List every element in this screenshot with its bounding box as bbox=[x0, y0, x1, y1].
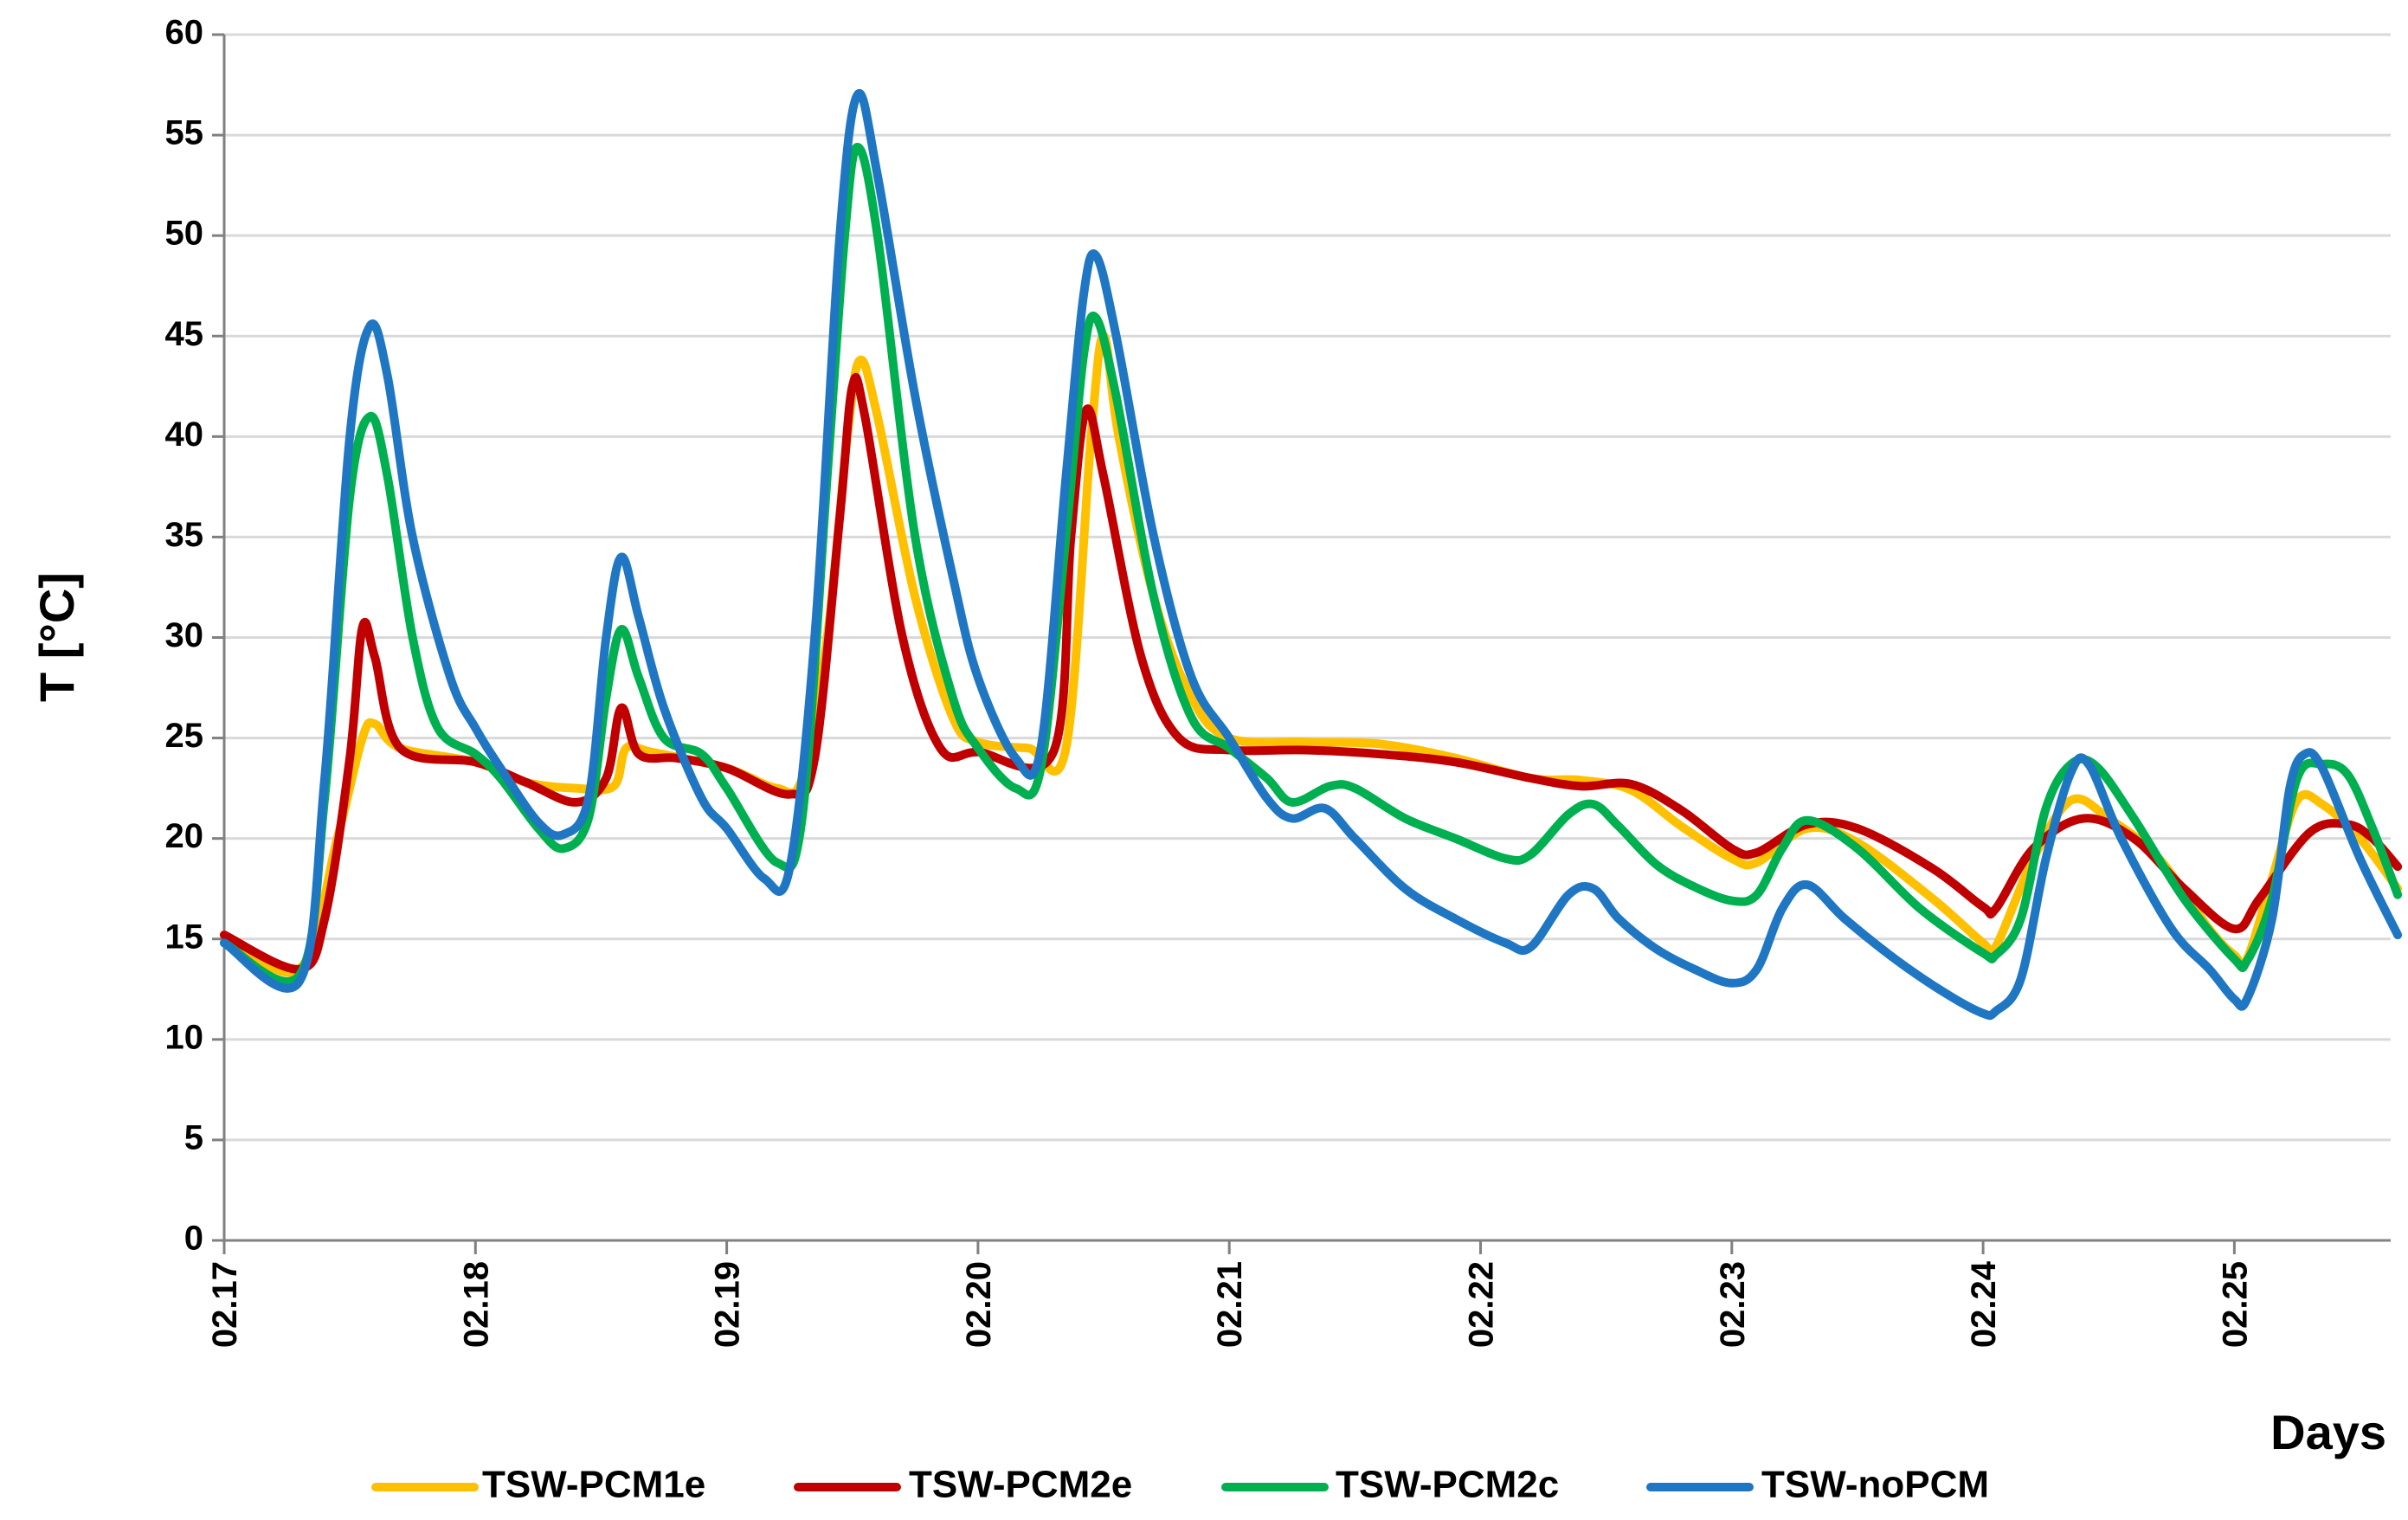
x-tick-label: 02.25 bbox=[2216, 1261, 2254, 1348]
x-tick-label: 02.19 bbox=[709, 1261, 747, 1348]
y-tick-label: 5 bbox=[184, 1118, 203, 1156]
y-tick-label: 15 bbox=[165, 918, 204, 956]
y-tick-label: 35 bbox=[165, 516, 204, 554]
legend-label-tsw-pcm1e: TSW-PCM1e bbox=[482, 1464, 705, 1506]
legend-label-tsw-pcm2c: TSW-PCM2c bbox=[1336, 1464, 1559, 1506]
series-line-tsw-pcm1e bbox=[220, 332, 2403, 977]
y-tick-labels: 0 5 10 15 20 25 30 35 40 45 50 55 60 bbox=[165, 14, 224, 1258]
x-axis-title: Days bbox=[2270, 1405, 2386, 1459]
series-line-tsw-pcm2c bbox=[220, 143, 2403, 986]
legend-label-tsw-pcm2e: TSW-PCM2e bbox=[909, 1464, 1132, 1506]
y-tick-label: 30 bbox=[165, 616, 204, 654]
y-tick-label: 25 bbox=[165, 717, 204, 755]
y-tick-label: 40 bbox=[165, 415, 204, 454]
y-tick-label: 10 bbox=[165, 1018, 204, 1056]
x-tick-label: 02.21 bbox=[1211, 1261, 1249, 1348]
y-tick-label: 20 bbox=[165, 817, 204, 855]
legend-label-tsw-nopcm: TSW-noPCM bbox=[1761, 1464, 1989, 1506]
y-tick-label: 55 bbox=[165, 114, 204, 152]
y-tick-label: 45 bbox=[165, 315, 204, 353]
y-tick-label: 0 bbox=[184, 1220, 203, 1258]
y-tick-label: 50 bbox=[165, 215, 204, 253]
x-tick-label: 02.18 bbox=[457, 1261, 495, 1348]
x-tick-labels: 02.17 02.18 02.19 02.20 02.21 02.22 02.23 02.24… bbox=[206, 1240, 2254, 1348]
series-lines bbox=[220, 88, 2403, 1021]
x-tick-label: 02.23 bbox=[1714, 1261, 1752, 1348]
y-tick-label: 60 bbox=[165, 14, 204, 52]
series-line-tsw-nopcm bbox=[220, 88, 2403, 1021]
y-axis-title: T [°C] bbox=[29, 572, 84, 702]
x-tick-label: 02.24 bbox=[1965, 1260, 2003, 1348]
x-tick-label: 02.20 bbox=[960, 1261, 998, 1348]
x-tick-label: 02.17 bbox=[206, 1261, 244, 1348]
legend: TSW-PCM1e TSW-PCM2e TSW-PCM2c TSW-noPCM bbox=[371, 1464, 1989, 1506]
series-line-tsw-pcm2e bbox=[220, 372, 2403, 974]
gridlines bbox=[224, 33, 2391, 1142]
x-tick-label: 02.22 bbox=[1463, 1261, 1501, 1348]
